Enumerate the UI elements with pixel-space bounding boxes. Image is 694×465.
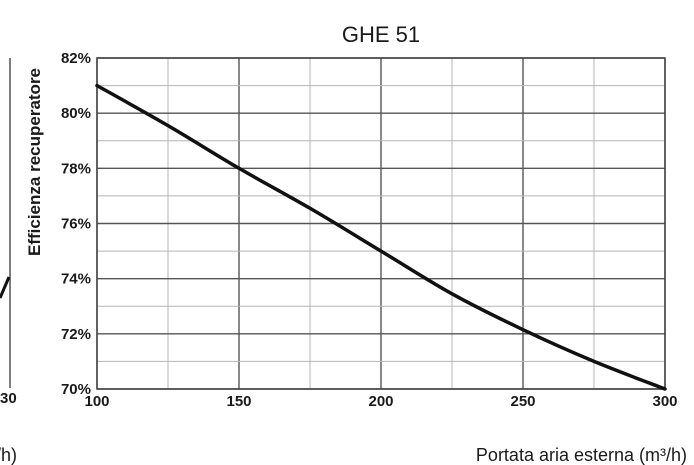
x-tick-label: 150 (226, 393, 251, 410)
y-tick-label: 70% (61, 381, 91, 398)
x-tick-label: 200 (368, 393, 393, 410)
x-tick-label: 300 (652, 393, 677, 410)
y-tick-label: 76% (61, 216, 91, 233)
neighbor-x-axis-title: /h) (0, 445, 17, 465)
grid (96, 57, 666, 390)
y-tick-labels: 70% 72% 74% 76% 78% 80% 82% (61, 50, 91, 398)
x-tick-label: 100 (84, 393, 109, 410)
y-tick-label: 80% (61, 105, 91, 122)
neighbor-x-tick: 30 (0, 390, 17, 407)
y-tick-label: 72% (61, 326, 91, 343)
plot-frame (96, 57, 666, 390)
y-tick-label: 74% (61, 271, 91, 288)
y-tick-label: 78% (61, 160, 91, 177)
y-tick-label: 82% (61, 50, 91, 67)
x-axis-title: Portata aria esterna (m³/h) (476, 445, 687, 465)
x-tick-labels: 100 150 200 250 300 (84, 393, 677, 410)
y-axis-title: Efficienza recuperatore (25, 68, 44, 256)
series-line (95, 83, 667, 391)
neighbor-chart-fragment: 30 /h) (0, 58, 17, 465)
chart-title: GHE 51 (342, 22, 420, 47)
x-tick-label: 250 (510, 393, 535, 410)
neighbor-curve-fragment (0, 276, 11, 299)
